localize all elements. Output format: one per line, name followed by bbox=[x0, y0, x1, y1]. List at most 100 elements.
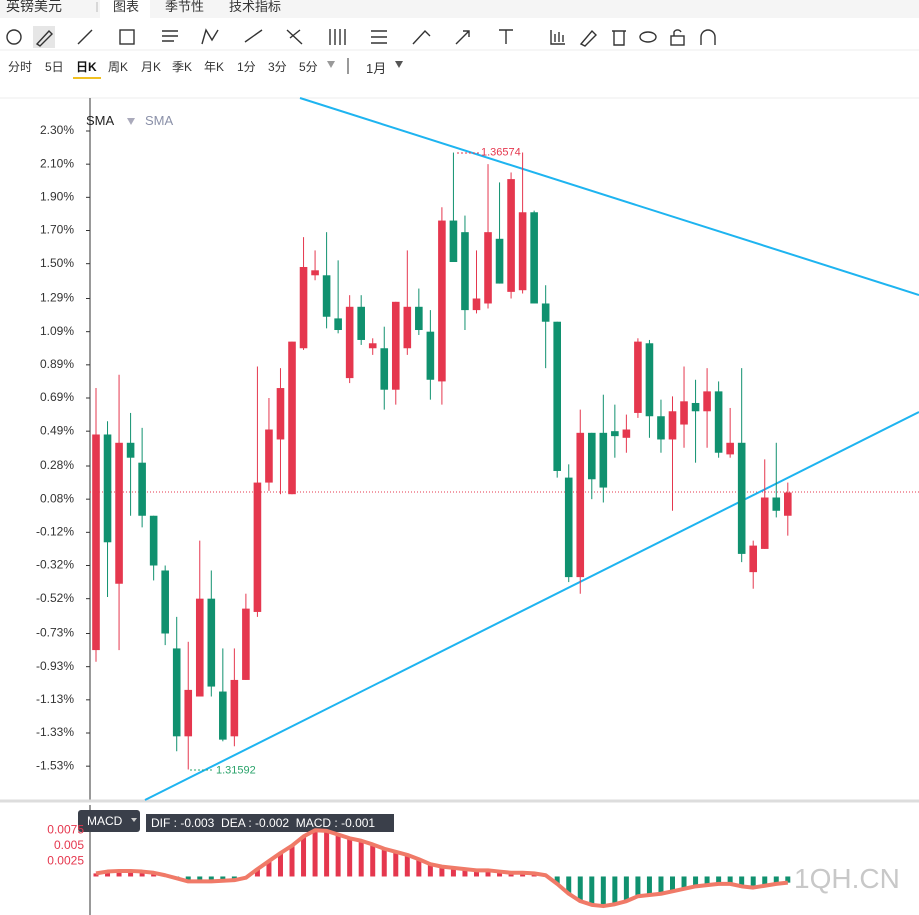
y-tick-label: 2.30% bbox=[40, 123, 74, 137]
macd-bar bbox=[208, 876, 214, 882]
candle-body bbox=[564, 477, 573, 578]
y-tick-label: 0.49% bbox=[40, 423, 74, 437]
y-tick-label: -0.73% bbox=[36, 626, 74, 640]
macd-bar bbox=[750, 876, 756, 888]
candle-body bbox=[472, 298, 481, 311]
candle-body bbox=[161, 570, 169, 634]
macd-bar bbox=[197, 876, 203, 882]
dropdown-arrow bbox=[131, 818, 137, 822]
candle-body bbox=[242, 608, 250, 680]
icon bbox=[77, 29, 93, 45]
timeframe[interactable]: 年K bbox=[204, 60, 225, 74]
candle-body bbox=[507, 179, 515, 292]
candle-body bbox=[415, 306, 423, 331]
macd-bar bbox=[785, 876, 791, 883]
macd-bar bbox=[462, 869, 468, 877]
macd-bar bbox=[658, 876, 664, 894]
candle-body bbox=[576, 432, 585, 578]
period-select[interactable]: 1月 bbox=[366, 61, 387, 76]
timeframe[interactable]: 季K bbox=[172, 60, 193, 74]
y-tick-label: 0.005 bbox=[54, 838, 84, 852]
macd-bar bbox=[335, 834, 341, 877]
y-tick-label: 1.29% bbox=[40, 291, 74, 305]
macd-bar bbox=[139, 871, 145, 877]
candle-body bbox=[622, 429, 631, 438]
candle-body bbox=[149, 515, 158, 566]
timeframe[interactable]: 周K bbox=[108, 60, 129, 74]
candle-body bbox=[311, 270, 319, 276]
y-tick-label: 2.10% bbox=[40, 156, 74, 170]
candle-body bbox=[645, 343, 654, 417]
icon bbox=[119, 29, 135, 45]
annotation: 1.36574 bbox=[481, 146, 521, 158]
active-tab bbox=[100, 0, 150, 18]
macd-bar bbox=[404, 854, 410, 877]
timeframe[interactable]: 5分 bbox=[299, 60, 318, 74]
candle-body bbox=[726, 442, 734, 455]
macd-bar bbox=[497, 871, 503, 877]
candle-body bbox=[599, 432, 608, 488]
candle-body bbox=[345, 306, 354, 379]
macd-info: DIF : -0.003 DEA : -0.002 MACD : -0.001 bbox=[151, 816, 376, 830]
macd-bar bbox=[589, 876, 595, 905]
macd-bar bbox=[416, 859, 422, 877]
candle-body bbox=[207, 598, 216, 687]
candle-body bbox=[634, 341, 642, 413]
macd-line bbox=[95, 828, 789, 909]
icon bbox=[550, 30, 565, 45]
candle-body bbox=[380, 348, 389, 390]
macd-bar bbox=[289, 845, 295, 877]
macd-bar bbox=[623, 876, 629, 902]
toolbar-icons bbox=[6, 26, 716, 48]
tab[interactable]: 技术指标 bbox=[229, 0, 282, 14]
y-tick-label: -1.13% bbox=[36, 692, 74, 706]
candle-body bbox=[587, 432, 596, 480]
timeframe[interactable]: 1分 bbox=[237, 60, 256, 74]
macd-bar bbox=[762, 876, 768, 886]
icon bbox=[499, 29, 513, 44]
candle-body bbox=[691, 402, 700, 412]
macd-bar bbox=[128, 870, 134, 877]
y-tick-label: 1.50% bbox=[40, 256, 74, 270]
tab[interactable]: 图表 bbox=[113, 0, 140, 14]
macd-title[interactable]: MACD bbox=[87, 814, 123, 828]
timeframe[interactable]: 5日 bbox=[45, 60, 64, 74]
macd-bar bbox=[427, 864, 433, 877]
candle-body bbox=[184, 689, 193, 737]
candle-body bbox=[657, 416, 665, 440]
macd-bar bbox=[635, 876, 641, 897]
candle-body bbox=[195, 598, 204, 697]
timeframe[interactable]: 月K bbox=[141, 60, 162, 74]
macd-bar bbox=[185, 876, 191, 882]
icon bbox=[670, 35, 685, 46]
candle-body bbox=[772, 497, 781, 511]
macd-bar bbox=[277, 853, 283, 877]
candle-body bbox=[172, 648, 181, 737]
macd-bar bbox=[358, 840, 364, 877]
macd-bar bbox=[254, 869, 260, 877]
macd-badge[interactable] bbox=[78, 810, 140, 832]
icon bbox=[612, 30, 626, 46]
timeframe[interactable]: 日K bbox=[76, 60, 97, 74]
candle-body bbox=[368, 343, 377, 349]
candle-body bbox=[230, 679, 239, 737]
timeframe[interactable]: 分时 bbox=[8, 60, 33, 74]
candle-body bbox=[553, 321, 561, 471]
macd-bar bbox=[450, 867, 456, 877]
candle-body bbox=[138, 462, 146, 516]
candle-body bbox=[276, 388, 285, 440]
macd-bar bbox=[704, 876, 710, 886]
macd-bar bbox=[105, 871, 111, 877]
y-tick-label: 1.70% bbox=[40, 223, 74, 237]
macd-bar bbox=[301, 836, 307, 877]
candle-body bbox=[265, 429, 273, 483]
candle-body bbox=[288, 341, 296, 495]
icon bbox=[201, 28, 219, 45]
candle-body bbox=[680, 401, 688, 425]
tab[interactable]: 季节性 bbox=[165, 0, 205, 14]
timeframe[interactable]: 3分 bbox=[268, 60, 287, 74]
candle-body bbox=[391, 301, 400, 390]
y-tick-label: -0.93% bbox=[36, 659, 74, 673]
